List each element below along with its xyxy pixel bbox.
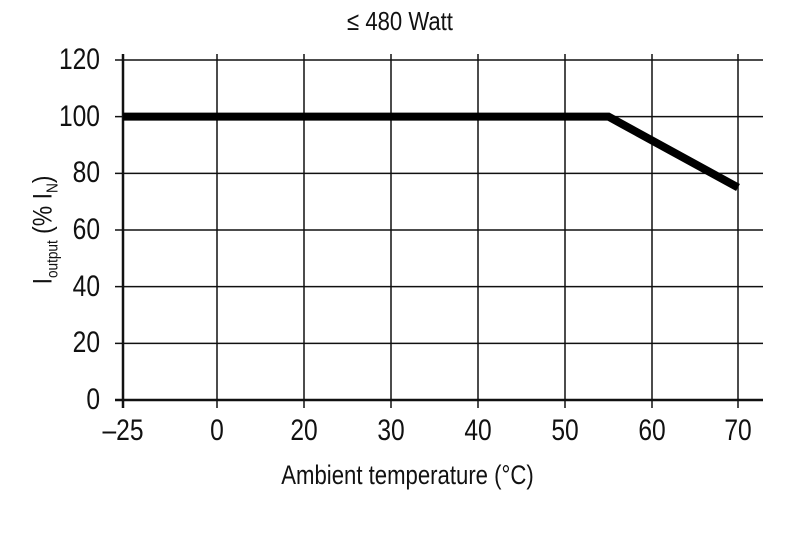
x-tick-label: 30: [377, 414, 405, 447]
x-tick-label: 20: [290, 414, 318, 447]
x-tick-label: –25: [102, 414, 144, 447]
x-axis-label: Ambient temperature (°C): [281, 460, 534, 490]
derating-curve: [123, 112, 740, 192]
y-tick-label: 40: [72, 269, 100, 303]
y-tick-label: 100: [58, 99, 100, 133]
y-tick-label: 80: [72, 156, 100, 190]
y-tick-label: 60: [72, 213, 100, 246]
x-tick-label: 60: [638, 414, 666, 447]
x-tick-label: 50: [551, 414, 579, 447]
chart-title: ≤ 480 Watt: [347, 6, 453, 36]
y-tick-label: 120: [58, 43, 100, 76]
y-tick-label: 20: [72, 326, 100, 360]
y-axis-label: Ioutput (% IN): [27, 175, 62, 285]
x-tick-label: 40: [464, 414, 492, 447]
x-tick-label: 0: [210, 414, 224, 447]
y-tick-label: 0: [86, 383, 100, 416]
x-tick-label: 70: [724, 414, 752, 447]
